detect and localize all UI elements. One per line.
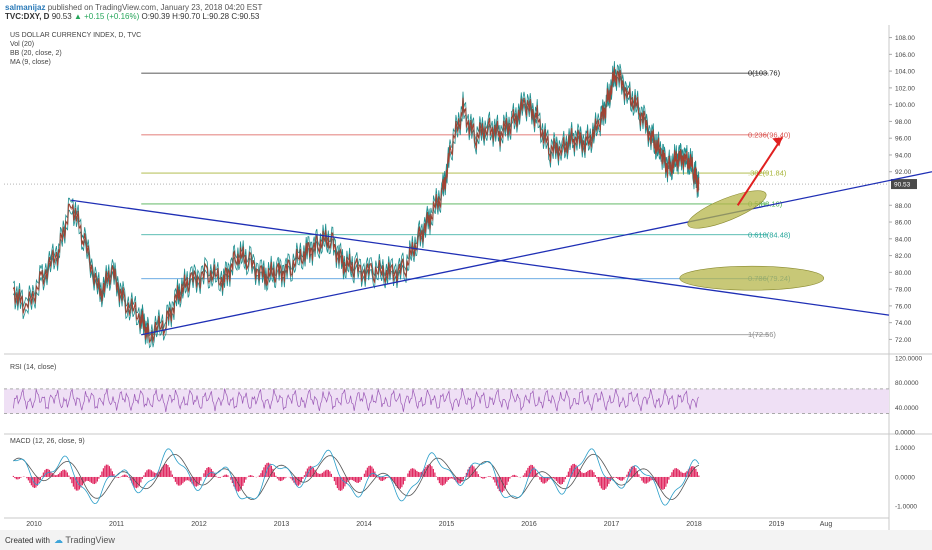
rsi-tick-label: 80.0000: [895, 380, 919, 387]
macd-line: [13, 448, 700, 506]
arrow-head-icon: [772, 137, 783, 147]
symbol-label: TVC:DXY, D: [5, 12, 50, 21]
brand-name: TradingView: [65, 535, 115, 545]
x-tick-label: 2018: [686, 521, 702, 528]
y-tick-label: 106.00: [895, 52, 915, 59]
y-tick-label: 94.00: [895, 152, 912, 159]
ma-indicator[interactable]: MA (9, close): [10, 59, 51, 66]
rsi-line: [13, 388, 699, 413]
footer-bar: Created with ☁ TradingView: [0, 530, 932, 550]
publication-header: salmanijaz published on TradingView.com,…: [5, 3, 262, 13]
y-tick-label: 74.00: [895, 320, 912, 327]
price-change: ▲ +0.15 (+0.16%): [73, 12, 140, 21]
y-tick-label: 92.00: [895, 169, 912, 176]
x-tick-label: Aug: [820, 521, 833, 528]
y-tick-label: 102.00: [895, 85, 915, 92]
macd-tick-label: 0.0000: [895, 474, 915, 481]
moving-average-line: [13, 68, 700, 344]
x-tick-label: 2019: [769, 521, 785, 528]
y-tick-label: 88.00: [895, 203, 912, 210]
x-tick-label: 2011: [109, 521, 124, 528]
ohlc-values: O:90.39 H:90.70 L:90.28 C:90.53: [141, 12, 260, 21]
x-tick-label: 2012: [191, 521, 207, 528]
rsi-label[interactable]: RSI (14, close): [10, 364, 57, 371]
last-quote: 90.53: [51, 12, 72, 21]
rsi-band: [4, 388, 889, 414]
author-username[interactable]: salmanijaz: [5, 3, 46, 12]
created-with-text: Created with: [5, 536, 50, 545]
projection-arrow: [736, 136, 784, 206]
fib-level-label: .382(91.84): [748, 169, 787, 178]
vol-indicator[interactable]: Vol (20): [10, 41, 35, 48]
ascending-trendline: [141, 171, 932, 336]
macd-label[interactable]: MACD (12, 26, close, 9): [10, 438, 85, 445]
indicator-legend: US DOLLAR CURRENCY INDEX, D, TVC Vol (20…: [10, 31, 141, 67]
published-text: published on TradingView.com, January 23…: [47, 3, 263, 12]
macd-tick-label: 1.0000: [895, 445, 915, 452]
y-tick-label: 86.00: [895, 220, 912, 227]
fib-level-label: 0.5(88.16): [748, 199, 783, 208]
bollinger-upper-band: [13, 61, 700, 337]
chart-canvas[interactable]: 2010 2011 2012 2013 2014 2015 2016 2017 2018 2019…: [0, 0, 932, 530]
rsi-tick-label: 120.0000: [895, 356, 922, 363]
macd-tick-label: -1.0000: [895, 504, 917, 511]
y-tick-label: 96.00: [895, 136, 912, 143]
chart-title: US DOLLAR CURRENCY INDEX, D, TVC: [10, 32, 142, 39]
y-tick-label: 108.00: [895, 35, 915, 42]
rsi-tick-label: 0.0000: [895, 430, 915, 437]
cloud-icon: ☁: [54, 535, 63, 545]
support-zone-ellipse: [687, 190, 767, 229]
y-tick-label: 98.00: [895, 119, 912, 126]
last-price-tag: [891, 179, 917, 190]
y-tick-label: 104.00: [895, 69, 915, 76]
y-tick-label: 84.00: [895, 236, 912, 243]
rsi-tick-label: 40.0000: [895, 405, 919, 412]
y-tick-label: 76.00: [895, 303, 912, 310]
y-tick-label: 100.00: [895, 102, 915, 109]
y-tick-label: 72.00: [895, 337, 912, 344]
fib-level-label: 0(103.76): [748, 69, 781, 78]
y-tick-label: 80.00: [895, 270, 912, 277]
x-tick-label: 2014: [356, 521, 372, 528]
x-tick-label: 2016: [521, 521, 537, 528]
descending-trendline: [71, 199, 890, 316]
bb-indicator[interactable]: BB (20, close, 2): [10, 50, 62, 57]
x-tick-label: 2015: [439, 521, 455, 528]
last-price-label: 90.53: [894, 182, 911, 189]
target-zone-ellipse: [679, 265, 825, 291]
y-tick-label: 82.00: [895, 253, 912, 260]
x-tick-label: 2017: [604, 521, 620, 528]
quote-line: TVC:DXY, D 90.53 ▲ +0.15 (+0.16%) O:90.3…: [5, 12, 259, 21]
fib-level-label: 0.618(84.48): [748, 230, 791, 239]
macd-signal-line: [13, 453, 700, 501]
x-tick-label: 2013: [274, 521, 290, 528]
tradingview-logo[interactable]: ☁ TradingView: [54, 535, 115, 546]
x-tick-label: 2010: [26, 521, 42, 528]
y-tick-label: 78.00: [895, 287, 912, 294]
fib-level-label: 1(72.56): [748, 330, 776, 339]
fib-level-label: 0.236(96.40): [748, 130, 791, 139]
